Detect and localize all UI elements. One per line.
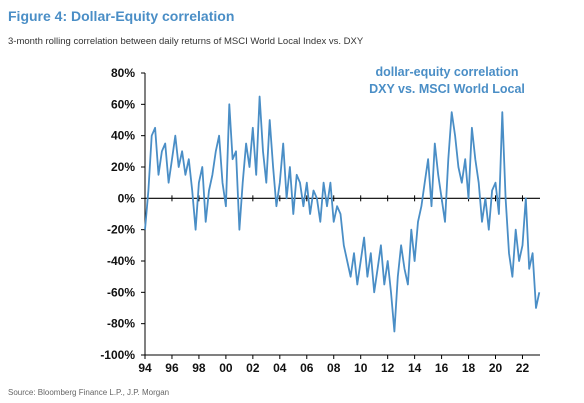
annotation-line: DXY vs. MSCI World Local (369, 82, 525, 96)
figure-subtitle: 3-month rolling correlation between dail… (8, 36, 364, 47)
chart-annotation: dollar-equity correlation DXY vs. MSCI Wo… (369, 65, 525, 96)
x-tick-label: 22 (516, 361, 530, 375)
x-tick-label: 18 (462, 361, 476, 375)
y-axis: 80% 60% 40% 20% 0% -20% -40% -60% -80% -100% (100, 66, 146, 362)
x-tick-label: 12 (381, 361, 395, 375)
x-tick-label: 08 (327, 361, 341, 375)
series-group (144, 95, 541, 333)
x-tick-label: 20 (489, 361, 503, 375)
annotation-line: dollar-equity correlation (375, 65, 518, 79)
y-tick-label: 80% (111, 66, 135, 80)
figure-title: Figure 4: Dollar-Equity correlation (8, 8, 235, 24)
x-tick-label: 00 (219, 361, 233, 375)
y-tick-label: -80% (107, 317, 135, 331)
y-tick-label: -40% (107, 254, 135, 268)
y-tick-label: 40% (111, 129, 135, 143)
x-tick-label: 10 (354, 361, 368, 375)
y-tick-label: -100% (100, 348, 135, 362)
figure-source: Source: Bloomberg Finance L.P., J.P. Mor… (8, 388, 170, 397)
x-tick-label: 02 (246, 361, 260, 375)
x-tick-label: 06 (300, 361, 314, 375)
x-axis: 94 96 98 00 02 04 06 08 10 12 14 16 18 20 22 (138, 195, 540, 375)
y-tick-label: -20% (107, 223, 135, 237)
x-tick-label: 96 (165, 361, 179, 375)
x-tick-label: 04 (273, 361, 287, 375)
series-line (144, 95, 541, 333)
y-tick-label: 20% (111, 160, 135, 174)
x-tick-label: 16 (435, 361, 449, 375)
x-tick-label: 98 (192, 361, 206, 375)
y-tick-label: 0% (118, 191, 136, 205)
x-tick-label: 94 (138, 361, 152, 375)
x-tick-label: 14 (408, 361, 422, 375)
y-tick-label: -60% (107, 285, 135, 299)
y-tick-label: 60% (111, 97, 135, 111)
